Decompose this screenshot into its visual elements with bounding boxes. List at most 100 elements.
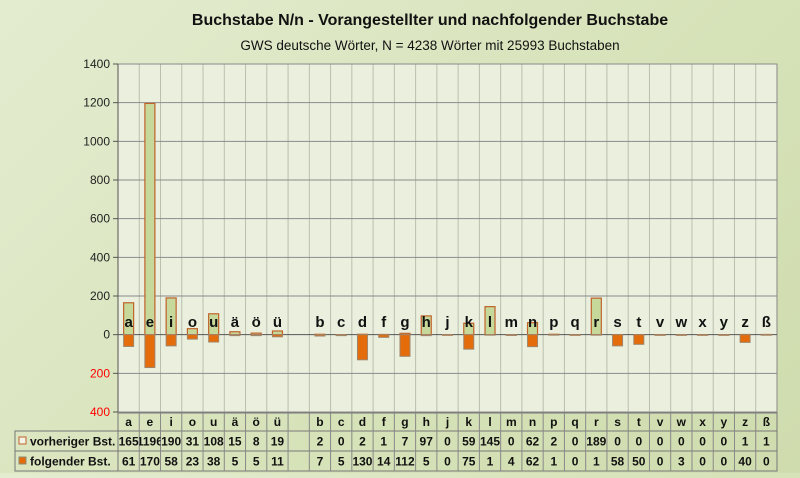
category-letter-label: s: [613, 314, 621, 331]
table-cell-value: 23: [186, 455, 200, 469]
table-cell-folgender: 14: [377, 455, 391, 469]
table-cell-value: 59: [462, 435, 476, 449]
table-cell-value: 189: [586, 435, 606, 449]
bar-folgender-ß: [760, 334, 772, 336]
category-letter-label: p: [549, 314, 558, 331]
bar-folgender-h: [420, 334, 432, 337]
table-cell-vorheriger: 15: [228, 435, 242, 449]
bar-folgender-w: [675, 334, 687, 336]
category-letter-label: d: [358, 314, 367, 331]
table-cell-vorheriger: 0: [338, 435, 345, 449]
table-cell-value: 7: [402, 435, 409, 449]
y-tick-label: 1200: [83, 96, 110, 110]
chart-subtitle: GWS deutsche Wörter, N = 4238 Wörter mit…: [240, 38, 619, 53]
table-header-cell: m: [506, 415, 517, 429]
legend-swatch-vorheriger: [18, 436, 27, 445]
table-cell-vorheriger: 1: [742, 435, 749, 449]
table-cell-value: 11: [271, 455, 284, 469]
table-cell-value: 0: [699, 435, 706, 449]
category-letter-label: l: [488, 314, 492, 331]
y-tick-label: 0: [103, 328, 110, 342]
category-letter-label: e: [146, 314, 154, 331]
bar-folgender-t: [633, 334, 645, 345]
table-cell-value: 14: [377, 455, 391, 469]
y-tick-label: 600: [90, 212, 110, 226]
table-cell-vorheriger: 62: [526, 435, 540, 449]
bar-folgender-d: [356, 334, 368, 361]
table-cell-value: 0: [721, 455, 728, 469]
table-cell-value: 19: [271, 435, 285, 449]
table-cell-value: 112: [395, 455, 415, 469]
table-cell-value: 8: [253, 435, 260, 449]
table-header-cell: s: [614, 415, 621, 429]
table-header-cell: ä: [232, 415, 239, 429]
table-cell-value: 130: [352, 455, 372, 469]
table-cell-folgender: 0: [699, 455, 706, 469]
table-cell-value: 5: [338, 455, 345, 469]
table-cell-value: 1196: [137, 435, 163, 449]
bar-folgender-e: [144, 334, 156, 369]
table-cell-value: 0: [572, 435, 579, 449]
table-cell-value: 2: [359, 435, 366, 449]
bar-folgender-b: [314, 334, 326, 337]
bar-folgender-c: [335, 334, 347, 337]
bar-folgender-x: [697, 334, 709, 336]
table-cell-folgender: 1: [550, 455, 557, 469]
table-cell-folgender: 170: [140, 455, 160, 469]
table-cell-vorheriger: 0: [444, 435, 451, 449]
bar-folgender-n: [527, 334, 539, 348]
category-letter-label: b: [315, 314, 324, 331]
table-cell-folgender: 11: [271, 455, 284, 469]
category-letter-label: w: [675, 314, 688, 331]
table-cell-value: 1: [593, 455, 600, 469]
table-cell-folgender: 5: [232, 455, 239, 469]
category-letter-label: x: [698, 314, 707, 331]
table-cell-value: 0: [699, 455, 706, 469]
table-cell-value: 97: [420, 435, 434, 449]
table-header-cell: a: [125, 415, 132, 429]
table-header-cell: e: [147, 415, 154, 429]
category-letter-label: ä: [231, 314, 240, 331]
table-cell-folgender: 4: [508, 455, 515, 469]
table-cell-folgender: 61: [122, 455, 136, 469]
table-header-cell: w: [676, 415, 687, 429]
table-cell-value: 0: [721, 435, 728, 449]
y-tick-label: 200: [90, 366, 110, 380]
y-tick-label: 800: [90, 173, 110, 187]
table-cell-value: 0: [763, 455, 770, 469]
legend-label: vorheriger Bst.: [30, 435, 115, 449]
bar-vorheriger-ü: [271, 330, 284, 336]
category-letter-label: k: [465, 314, 474, 331]
category-letter-label: n: [528, 314, 537, 331]
table-cell-folgender: 40: [738, 455, 752, 469]
table-cell-vorheriger: 31: [186, 435, 200, 449]
category-letter-label: ß: [762, 314, 771, 331]
table-header-cell: r: [594, 415, 599, 429]
table-cell-vorheriger: 1196: [137, 435, 163, 449]
table-cell-vorheriger: 145: [480, 435, 500, 449]
bar-folgender-v: [654, 334, 666, 336]
table-header-cell: c: [338, 415, 345, 429]
table-cell-value: 165: [119, 435, 139, 449]
table-cell-folgender: 38: [207, 455, 221, 469]
table-header-cell: ö: [253, 415, 260, 429]
bar-folgender-s: [612, 334, 624, 347]
category-letter-label: z: [741, 314, 749, 331]
table-cell-value: 0: [338, 435, 345, 449]
category-letter-label: ö: [252, 314, 261, 331]
table-cell-value: 50: [632, 455, 646, 469]
table-cell-value: 5: [253, 455, 260, 469]
table-cell-folgender: 112: [395, 455, 415, 469]
table-cell-vorheriger: 0: [721, 435, 728, 449]
table-header-cell: z: [742, 415, 748, 429]
table-cell-value: 61: [122, 455, 136, 469]
table-cell-vorheriger: 59: [462, 435, 476, 449]
table-cell-value: 1: [380, 435, 387, 449]
table-cell-folgender: 0: [721, 455, 728, 469]
legend-label: folgender Bst.: [30, 455, 111, 469]
table-cell-vorheriger: 189: [586, 435, 606, 449]
category-letter-label: o: [188, 314, 197, 331]
table-cell-vorheriger: 0: [678, 435, 685, 449]
category-letter-label: f: [381, 314, 387, 331]
